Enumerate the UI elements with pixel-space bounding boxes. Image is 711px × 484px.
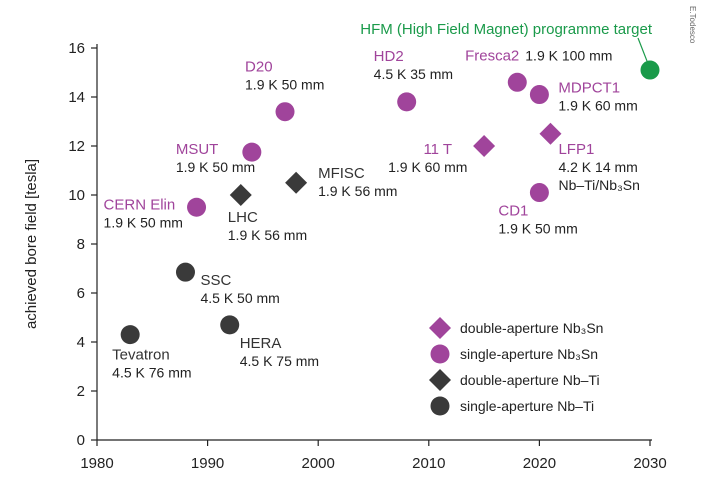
point-label: Fresca2	[465, 47, 519, 64]
point-detail: 4.5 K 76 mm	[112, 365, 191, 381]
point-label: HERA	[240, 335, 282, 352]
data-point	[175, 262, 195, 282]
point-detail: 1.9 K 50 mm	[498, 221, 577, 237]
legend-label: double-aperture Nb₃Sn	[460, 320, 603, 336]
target-label: HFM (High Field Magnet) programme target	[360, 21, 653, 38]
legend-marker	[430, 396, 450, 416]
point-label: MDPCT1	[558, 80, 620, 97]
legend-marker	[429, 369, 451, 391]
point-detail: 1.9 K 60 mm	[388, 159, 467, 175]
x-tick-label: 2000	[302, 455, 335, 472]
y-tick-label: 2	[77, 383, 85, 400]
data-point	[187, 197, 207, 217]
x-tick-label: 2010	[412, 455, 445, 472]
point-label: D20	[245, 59, 273, 76]
point-label: LFP1	[558, 141, 594, 158]
point-label: MFISC	[318, 165, 365, 182]
x-tick-label: 2030	[633, 455, 666, 472]
point-detail: 1.9 K 100 mm	[525, 47, 612, 63]
target-leader	[637, 37, 648, 62]
y-tick-label: 16	[68, 40, 85, 57]
point-label: 11 T	[423, 141, 452, 158]
data-point	[397, 92, 417, 112]
point-detail: 1.9 K 56 mm	[318, 183, 397, 199]
data-point	[220, 315, 240, 335]
data-point	[242, 142, 262, 162]
legend-label: double-aperture Nb–Ti	[460, 372, 600, 388]
data-point	[529, 183, 549, 203]
point-detail: 4.5 K 35 mm	[374, 66, 453, 82]
y-tick-label: 6	[77, 285, 85, 302]
legend-marker	[429, 317, 451, 339]
x-tick-label: 1990	[191, 455, 224, 472]
point-label: SSC	[200, 272, 231, 289]
data-point	[473, 135, 496, 157]
point-detail: 4.2 K 14 mm	[558, 159, 637, 175]
y-tick-label: 14	[68, 89, 85, 106]
point-detail: 1.9 K 50 mm	[104, 214, 183, 230]
data-point	[539, 122, 562, 145]
point-label: MSUT	[176, 141, 219, 158]
data-point	[275, 102, 295, 122]
y-tick-label: 8	[77, 236, 85, 253]
data-point	[529, 85, 549, 105]
point-detail: 4.5 K 50 mm	[200, 290, 279, 306]
credit: E.Todesco	[688, 6, 697, 44]
y-tick-label: 0	[77, 432, 85, 449]
point-label: CERN Elin	[104, 196, 176, 213]
legend-marker	[430, 344, 450, 364]
data-point	[285, 171, 308, 194]
legend-label: single-aperture Nb–Ti	[460, 398, 594, 414]
y-axis-label: achieved bore field [tesla]	[23, 159, 40, 329]
y-tick-label: 12	[68, 138, 85, 155]
x-tick-label: 1980	[80, 455, 113, 472]
data-point	[120, 325, 140, 345]
x-tick-label: 2020	[523, 455, 556, 472]
y-tick-label: 4	[77, 334, 85, 351]
point-detail: 1.9 K 60 mm	[558, 98, 637, 114]
y-tick-label: 10	[68, 187, 85, 204]
point-detail: 1.9 K 56 mm	[228, 227, 307, 243]
point-detail: Nb–Ti/Nb₃Sn	[558, 177, 639, 193]
point-label: CD1	[498, 203, 528, 220]
point-label: HD2	[374, 48, 404, 65]
point-detail: 4.5 K 75 mm	[240, 353, 319, 369]
point-detail: 1.9 K 50 mm	[245, 77, 324, 93]
legend-label: single-aperture Nb₃Sn	[460, 346, 598, 362]
data-point	[229, 184, 252, 206]
point-label: Tevatron	[112, 347, 170, 364]
target-point	[640, 60, 660, 80]
point-label: LHC	[228, 209, 258, 226]
point-detail: 1.9 K 50 mm	[176, 159, 255, 175]
data-point	[507, 72, 527, 92]
